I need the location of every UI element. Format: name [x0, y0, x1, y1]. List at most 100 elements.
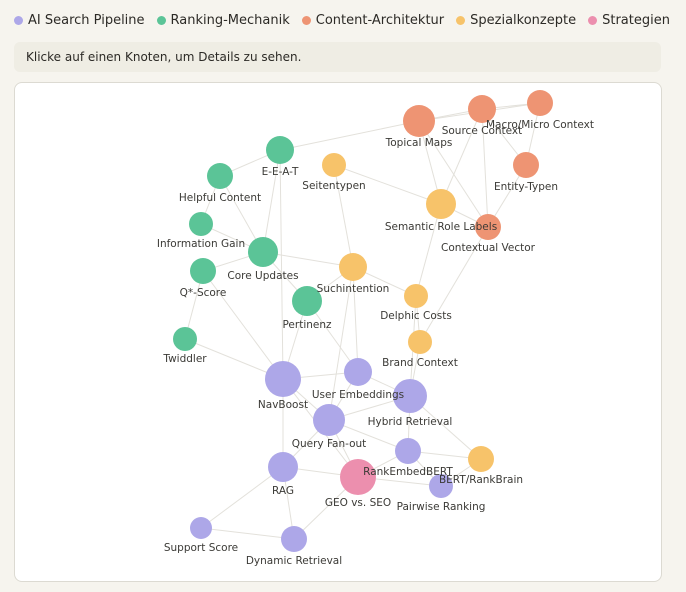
node-label-information-gain: Information Gain [157, 238, 245, 250]
node-circle[interactable] [266, 136, 294, 164]
node-circle[interactable] [344, 358, 372, 386]
legend-item-spezialkonzepte[interactable]: Spezialkonzepte [456, 13, 576, 28]
node-topical-maps[interactable] [403, 105, 435, 137]
node-information-gain[interactable] [189, 212, 213, 236]
node-entity-typen[interactable] [513, 152, 539, 178]
legend-dot-icon [301, 16, 311, 25]
node-label-dynamic-retrieval: Dynamic Retrieval [246, 555, 342, 567]
node-support-score[interactable] [190, 517, 212, 539]
node-label-topical-maps: Topical Maps [385, 137, 453, 149]
node-circle[interactable] [190, 258, 216, 284]
node-helpful-content[interactable] [207, 163, 233, 189]
node-circle[interactable] [340, 459, 376, 495]
node-circle[interactable] [395, 438, 421, 464]
graph-panel[interactable]: Topical Maps Source Context Macro/Micro Co… [14, 82, 662, 582]
details-info-bar: Klicke auf einen Knoten, um Details zu s… [14, 42, 661, 72]
node-pertinenz[interactable] [292, 286, 322, 316]
node-circle[interactable] [408, 330, 432, 354]
node-eeat[interactable] [266, 136, 294, 164]
node-contextual-vector[interactable] [475, 214, 501, 240]
node-circle[interactable] [268, 452, 298, 482]
node-navboost[interactable] [265, 361, 301, 397]
node-label-suchintention: Suchintention [317, 283, 390, 295]
edge-seitentypen-suchintention [333, 164, 354, 268]
node-label-navboost: NavBoost [258, 399, 308, 411]
node-circle[interactable] [339, 253, 367, 281]
node-circle[interactable] [475, 214, 501, 240]
node-label-geo-vs-seo: GEO vs. SEO [325, 497, 391, 509]
node-label-eeat: E-E-A-T [262, 166, 299, 178]
node-semantic-role-labels[interactable] [426, 189, 456, 219]
node-dynamic-retrieval[interactable] [281, 526, 307, 552]
node-source-context[interactable] [468, 95, 496, 123]
node-circle[interactable] [190, 517, 212, 539]
node-circle[interactable] [265, 361, 301, 397]
node-circle[interactable] [207, 163, 233, 189]
node-rankembedbert[interactable] [395, 438, 421, 464]
node-label-query-fan-out: Query Fan-out [292, 438, 367, 450]
node-query-fan-out[interactable] [313, 404, 345, 436]
node-circle[interactable] [248, 237, 278, 267]
node-twiddler[interactable] [173, 327, 197, 351]
node-label-source-context: Source Context [442, 125, 523, 137]
legend-item-ranking-mechanik[interactable]: Ranking-Mechanik [156, 13, 290, 28]
node-seitentypen[interactable] [322, 153, 346, 177]
node-circle[interactable] [403, 105, 435, 137]
node-label-user-embeddings: User Embeddings [312, 389, 404, 401]
edge-rag-support-score [200, 466, 284, 529]
edge-suchintention-user-embeddings [352, 266, 359, 373]
node-label-semantic-role-labels: Semantic Role Labels [385, 221, 497, 233]
node-circle[interactable] [429, 474, 453, 498]
node-circle[interactable] [468, 446, 494, 472]
node-geo-vs-seo[interactable] [340, 459, 376, 495]
node-suchintention[interactable] [339, 253, 367, 281]
legend-item-content-architektur[interactable]: Content-Architektur [301, 13, 445, 28]
info-text: Klicke auf einen Knoten, um Details zu s… [26, 50, 302, 64]
node-macro-micro-context[interactable] [527, 90, 553, 116]
node-user-embeddings[interactable] [344, 358, 372, 386]
legend: AI Search Pipeline Ranking-Mechanik Cont… [14, 13, 670, 28]
legend-item-strategien[interactable]: Strategien [588, 13, 670, 28]
edge-core-updates-suchintention [262, 251, 354, 268]
node-circle[interactable] [426, 189, 456, 219]
node-label-pairwise-ranking: Pairwise Ranking [397, 501, 486, 513]
legend-dot-icon [14, 16, 23, 25]
node-rag[interactable] [268, 452, 298, 482]
node-core-updates[interactable] [248, 237, 278, 267]
legend-label: Content-Architektur [315, 13, 445, 28]
node-circle[interactable] [313, 404, 345, 436]
node-label-helpful-content: Helpful Content [179, 192, 261, 204]
node-circle[interactable] [527, 90, 553, 116]
node-circle[interactable] [292, 286, 322, 316]
node-circle[interactable] [468, 95, 496, 123]
legend-label: Ranking-Mechanik [170, 13, 290, 28]
node-circle[interactable] [173, 327, 197, 351]
node-circle[interactable] [322, 153, 346, 177]
node-label-q-score: Q*-Score [180, 287, 227, 299]
node-circle[interactable] [513, 152, 539, 178]
node-circle[interactable] [189, 212, 213, 236]
node-circle[interactable] [393, 379, 427, 413]
legend-label: AI Search Pipeline [28, 13, 145, 28]
legend-dot-icon [156, 16, 166, 25]
node-label-pertinenz: Pertinenz [282, 319, 332, 331]
node-q-score[interactable] [190, 258, 216, 284]
node-label-seitentypen: Seitentypen [302, 180, 365, 192]
node-label-macro-micro-context: Macro/Micro Context [486, 119, 594, 131]
node-label-rag: RAG [272, 485, 294, 497]
node-label-rankembedbert: RankEmbedBERT [363, 466, 453, 478]
node-pairwise-ranking[interactable] [429, 474, 453, 498]
node-delphic-costs[interactable] [404, 284, 428, 308]
node-circle[interactable] [281, 526, 307, 552]
legend-item-ai-search-pipeline[interactable]: AI Search Pipeline [14, 13, 145, 28]
node-label-brand-context: Brand Context [382, 357, 458, 369]
edge-q-score-navboost [202, 270, 284, 380]
node-brand-context[interactable] [408, 330, 432, 354]
edge-eeat-core-updates [262, 149, 281, 253]
edge-suchintention-query-fan-out [328, 266, 354, 421]
node-bert-rankbrain[interactable] [468, 446, 494, 472]
node-hybrid-retrieval[interactable] [393, 379, 427, 413]
node-circle[interactable] [404, 284, 428, 308]
